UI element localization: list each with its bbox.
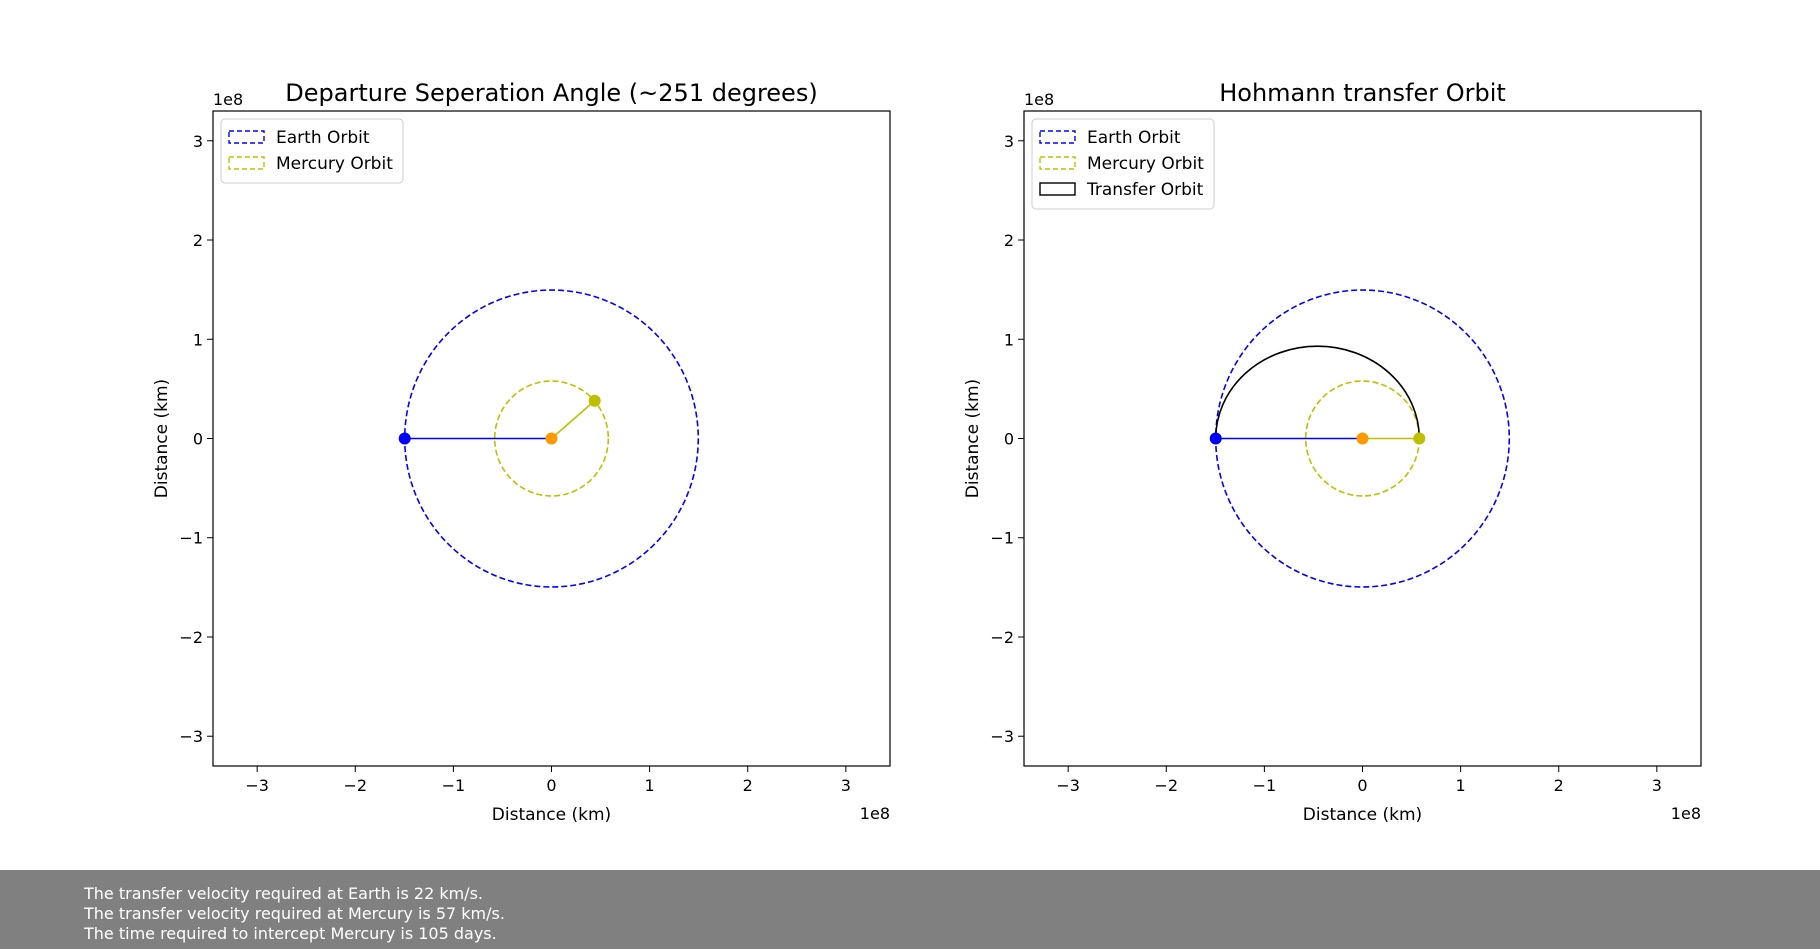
radius-line: [550, 400, 596, 440]
legend-swatch: [1039, 182, 1076, 196]
x-tick-label: 2: [743, 776, 753, 795]
figure: Departure Seperation Angle (~251 degrees…: [152, 79, 1702, 825]
legend-label: Mercury Orbit: [276, 154, 393, 174]
y-axis-label: Distance (km): [963, 379, 983, 498]
y-tick-label: 3: [193, 132, 203, 151]
x-tick-label: 0: [1357, 776, 1367, 795]
transfer-velocity-mercury-text: The transfer velocity required at Mercur…: [84, 904, 505, 923]
y-tick-label: −1: [179, 529, 203, 548]
x-tick-label: 3: [841, 776, 851, 795]
sun-marker: [545, 432, 558, 445]
y-tick-label: −2: [179, 628, 203, 647]
sun-marker: [1356, 432, 1369, 445]
y-tick-label: 3: [1004, 132, 1014, 151]
x-tick-label: 1: [645, 776, 655, 795]
legend-label: Mercury Orbit: [1087, 154, 1204, 174]
x-tick-label: 2: [1554, 776, 1564, 795]
legend-label: Earth Orbit: [276, 128, 370, 148]
chart-panel-2: Hohmann transfer Orbit −3 −2 −1 0 1 2 3 −3 −2 −1 0 1…: [963, 79, 1702, 825]
results-panel: The transfer velocity required at Earth …: [0, 870, 1820, 949]
y-tick-label: 1: [193, 330, 203, 349]
y-tick-label: 1: [1004, 330, 1014, 349]
earth-marker: [398, 432, 411, 445]
chart-title: Hohmann transfer Orbit: [1219, 79, 1506, 107]
x-axis-label: Distance (km): [492, 805, 611, 825]
x-tick-label: 3: [1652, 776, 1662, 795]
y-tick-label: 2: [1004, 231, 1014, 250]
legend-swatch: [228, 130, 265, 144]
x-offset-label: 1e8: [860, 804, 890, 823]
legend: Earth Orbit Mercury Orbit Transfer Orbit: [1031, 118, 1215, 210]
legend-box: [1031, 118, 1215, 210]
legend-swatch: [1039, 156, 1076, 170]
y-tick-label: −3: [179, 727, 203, 746]
x-tick-label: 1: [1456, 776, 1466, 795]
x-tick-label: −2: [1154, 776, 1178, 795]
y-tick-label: −1: [990, 529, 1014, 548]
y-tick-label: 0: [1004, 430, 1014, 449]
mercury-orbit-circle: [493, 380, 610, 497]
x-tick-label: −3: [1056, 776, 1080, 795]
legend-swatch: [228, 156, 265, 170]
x-tick-label: −3: [245, 776, 269, 795]
x-tick-label: −1: [1253, 776, 1277, 795]
earth-marker: [1209, 432, 1222, 445]
y-tick-label: −2: [990, 628, 1014, 647]
y-offset-label: 1e8: [1024, 90, 1054, 109]
y-tick-label: 2: [193, 231, 203, 250]
y-tick-label: −3: [990, 727, 1014, 746]
legend-box: [220, 118, 404, 184]
plot-area: [1209, 289, 1511, 588]
x-offset-label: 1e8: [1671, 804, 1701, 823]
mercury-marker: [588, 394, 601, 407]
legend: Earth Orbit Mercury Orbit: [220, 118, 404, 184]
legend-swatch: [1039, 130, 1076, 144]
chart-panel-1: Departure Seperation Angle (~251 degrees…: [152, 79, 891, 825]
intercept-time-text: The time required to intercept Mercury i…: [84, 924, 497, 943]
x-tick-label: −1: [442, 776, 466, 795]
x-axis-label: Distance (km): [1303, 805, 1422, 825]
y-offset-label: 1e8: [213, 90, 243, 109]
y-tick-label: 0: [193, 430, 203, 449]
chart-title: Departure Seperation Angle (~251 degrees…: [285, 79, 817, 107]
y-axis-label: Distance (km): [152, 379, 172, 498]
plot-area: [398, 289, 700, 588]
legend-label: Earth Orbit: [1087, 128, 1181, 148]
transfer-velocity-earth-text: The transfer velocity required at Earth …: [84, 884, 483, 903]
legend-label: Transfer Orbit: [1086, 180, 1204, 200]
x-tick-label: 0: [546, 776, 556, 795]
transfer-orbit-arc: [1214, 345, 1421, 439]
x-tick-label: −2: [343, 776, 367, 795]
mercury-marker: [1413, 432, 1426, 445]
